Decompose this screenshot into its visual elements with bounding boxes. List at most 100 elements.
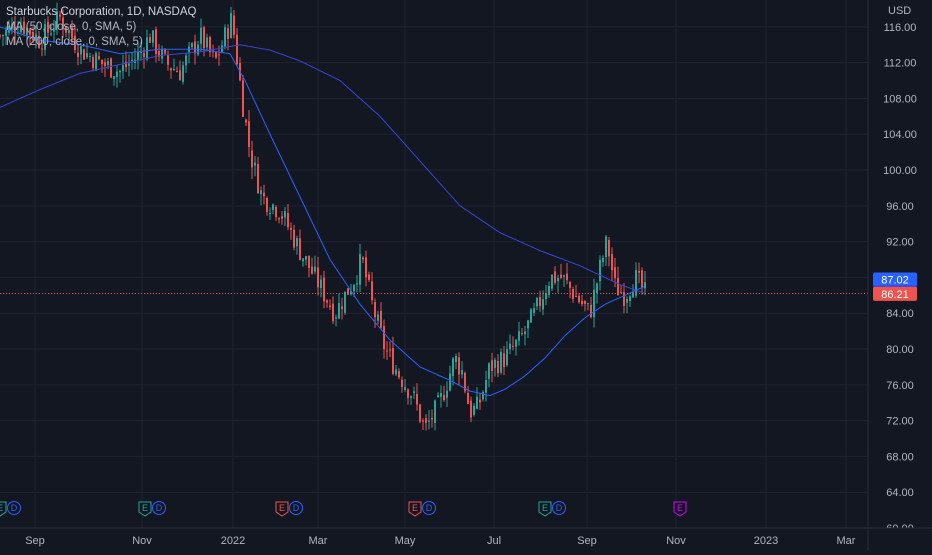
candle-up[interactable] <box>224 27 226 47</box>
candle-up[interactable] <box>494 359 496 368</box>
candle-up[interactable] <box>320 279 322 289</box>
candle-up[interactable] <box>632 292 634 298</box>
candle-up[interactable] <box>344 291 346 313</box>
earnings-marker[interactable] <box>408 501 422 517</box>
candle-down[interactable] <box>464 372 466 392</box>
candle-up[interactable] <box>86 53 88 58</box>
candle-up[interactable] <box>536 297 538 307</box>
candle-up[interactable] <box>107 61 109 66</box>
candle-down[interactable] <box>233 15 235 35</box>
candle-up[interactable] <box>254 162 256 166</box>
candle-up[interactable] <box>272 204 274 210</box>
candle-down[interactable] <box>176 71 178 73</box>
candle-down[interactable] <box>401 379 403 388</box>
candle-down[interactable] <box>389 349 391 351</box>
candle-down[interactable] <box>590 304 592 318</box>
candle-down[interactable] <box>83 49 85 60</box>
earnings-marker[interactable] <box>275 501 289 517</box>
candle-down[interactable] <box>470 400 472 418</box>
candle-down[interactable] <box>491 360 493 371</box>
candle-up[interactable] <box>488 363 490 379</box>
candle-down[interactable] <box>575 296 577 298</box>
ma50-line[interactable] <box>0 26 645 397</box>
candle-down[interactable] <box>467 392 469 404</box>
candle-up[interactable] <box>596 283 598 293</box>
candle-down[interactable] <box>608 240 610 257</box>
ma50-legend[interactable]: MA (50, close, 0, SMA, 5) <box>6 21 137 33</box>
candle-up[interactable] <box>50 33 52 35</box>
candle-up[interactable] <box>56 11 58 28</box>
candle-up[interactable] <box>26 27 28 35</box>
candle-down[interactable] <box>92 57 94 69</box>
candle-down[interactable] <box>614 267 616 279</box>
candle-down[interactable] <box>431 417 433 420</box>
candle-down[interactable] <box>407 389 409 398</box>
candle-up[interactable] <box>500 351 502 373</box>
candle-down[interactable] <box>248 121 250 147</box>
candle-up[interactable] <box>482 392 484 400</box>
candle-down[interactable] <box>392 348 394 374</box>
candle-up[interactable] <box>602 257 604 262</box>
candle-down[interactable] <box>560 274 562 278</box>
candle-down[interactable] <box>71 27 73 38</box>
candle-down[interactable] <box>290 227 292 230</box>
candle-up[interactable] <box>428 420 430 422</box>
candle-down[interactable] <box>323 277 325 302</box>
candle-up[interactable] <box>551 274 553 289</box>
candle-up[interactable] <box>191 43 193 48</box>
candle-down[interactable] <box>155 29 157 54</box>
candle-up[interactable] <box>533 308 535 313</box>
candle-down[interactable] <box>419 404 421 422</box>
candle-down[interactable] <box>14 26 16 34</box>
candle-up[interactable] <box>80 46 82 55</box>
candle-up[interactable] <box>437 395 439 398</box>
candle-down[interactable] <box>617 278 619 296</box>
candle-up[interactable] <box>53 29 55 32</box>
candle-down[interactable] <box>278 218 280 220</box>
candle-up[interactable] <box>89 56 91 58</box>
candle-up[interactable] <box>515 340 517 347</box>
candle-up[interactable] <box>518 331 520 341</box>
candle-down[interactable] <box>47 21 49 33</box>
candle-down[interactable] <box>416 393 418 405</box>
candle-up[interactable] <box>221 45 223 53</box>
candle-down[interactable] <box>98 56 100 60</box>
candle-up[interactable] <box>338 302 340 319</box>
candle-up[interactable] <box>11 23 13 29</box>
candle-up[interactable] <box>413 391 415 394</box>
candle-up[interactable] <box>350 290 352 295</box>
candle-up[interactable] <box>131 59 133 61</box>
candle-up[interactable] <box>20 25 22 33</box>
candle-down[interactable] <box>554 271 556 283</box>
candle-down[interactable] <box>620 292 622 294</box>
candle-down[interactable] <box>227 28 229 39</box>
candle-down[interactable] <box>371 281 373 301</box>
candle-up[interactable] <box>599 259 601 282</box>
candle-up[interactable] <box>359 254 361 285</box>
candle-up[interactable] <box>626 298 628 303</box>
candle-down[interactable] <box>194 41 196 54</box>
candle-down[interactable] <box>251 150 253 168</box>
candle-up[interactable] <box>410 396 412 398</box>
candle-down[interactable] <box>584 301 586 304</box>
candle-up[interactable] <box>314 266 316 272</box>
candle-down[interactable] <box>308 255 310 269</box>
candle-up[interactable] <box>200 27 202 44</box>
candle-up[interactable] <box>2 35 4 37</box>
candle-down[interactable] <box>422 420 424 422</box>
candle-down[interactable] <box>317 267 319 288</box>
candle-down[interactable] <box>101 59 103 65</box>
candle-up[interactable] <box>563 275 565 277</box>
candle-down[interactable] <box>65 25 67 33</box>
candle-down[interactable] <box>581 300 583 305</box>
ma200-line[interactable] <box>0 44 645 294</box>
ma200-legend[interactable]: MA (200, close, 0, SMA, 5) <box>6 36 143 48</box>
candle-down[interactable] <box>497 360 499 374</box>
candle-up[interactable] <box>44 24 46 50</box>
candle-down[interactable] <box>0 35 1 37</box>
candle-up[interactable] <box>476 396 478 409</box>
candle-down[interactable] <box>62 17 64 30</box>
candle-down[interactable] <box>572 289 574 300</box>
